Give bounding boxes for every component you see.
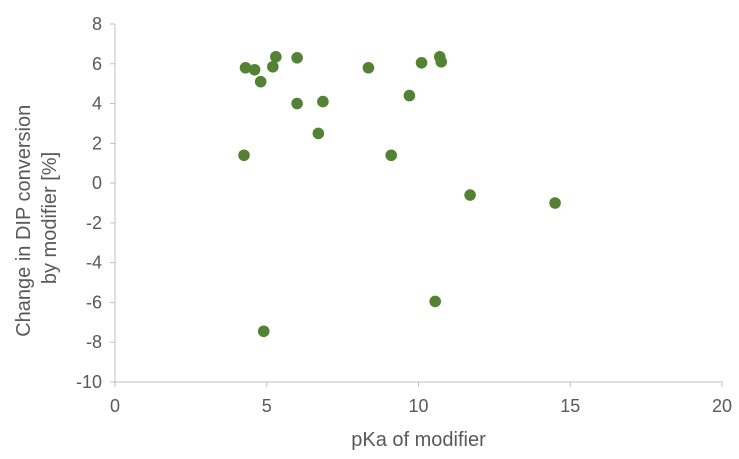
y-axis-title: Change in DIP conversion by modifier [%] xyxy=(13,99,61,337)
x-tick-label: 0 xyxy=(110,396,120,416)
y-tick-label: 4 xyxy=(92,94,102,114)
y-tick-label: -8 xyxy=(86,332,102,352)
tick-labels: 0 5 10 15 20 -10 -8 -6 -4 -2 0 2 4 6 8 xyxy=(76,14,732,416)
x-tick-label: 5 xyxy=(262,396,272,416)
y-tick-label: 6 xyxy=(92,54,102,74)
y-axis-title-line-2: by modifier [%] xyxy=(39,152,61,284)
y-tick-label: 0 xyxy=(92,173,102,193)
axes xyxy=(110,23,723,387)
data-point xyxy=(403,89,416,102)
data-point xyxy=(291,52,303,64)
data-point xyxy=(385,149,397,162)
data-point xyxy=(312,127,325,140)
data-point xyxy=(549,197,561,209)
data-point xyxy=(435,55,448,68)
y-axis-title-line-1: Change in DIP conversion xyxy=(13,105,35,337)
y-tick-label: -10 xyxy=(76,372,102,392)
data-point xyxy=(415,56,428,69)
x-tick-label: 20 xyxy=(712,396,732,416)
data-point xyxy=(429,295,441,308)
data-point xyxy=(254,75,267,88)
x-tick-label: 10 xyxy=(408,396,428,416)
y-tick-label: 8 xyxy=(92,14,102,34)
data-point xyxy=(257,325,270,338)
data-point xyxy=(267,60,279,73)
data-point xyxy=(291,97,303,110)
data-point xyxy=(239,61,252,74)
x-axis-title: pKa of modifier xyxy=(351,429,486,451)
y-tick-label: -2 xyxy=(86,213,102,233)
data-points xyxy=(238,51,561,338)
y-tick-label: -6 xyxy=(86,292,102,312)
x-tick-label: 15 xyxy=(560,396,580,416)
data-point xyxy=(238,149,250,162)
y-tick-label: -4 xyxy=(86,253,102,273)
data-point xyxy=(317,95,329,108)
y-tick-label: 2 xyxy=(92,133,102,153)
data-point xyxy=(270,51,282,63)
data-point xyxy=(464,189,476,201)
data-point xyxy=(362,61,375,74)
data-point xyxy=(248,63,261,76)
